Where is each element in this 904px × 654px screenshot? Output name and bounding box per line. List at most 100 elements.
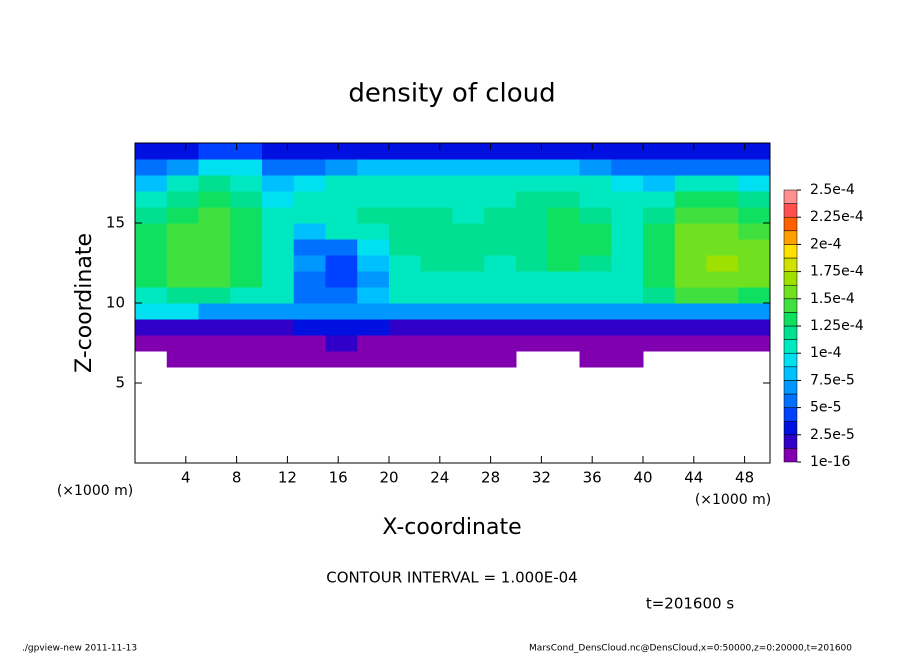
heatmap-cell bbox=[420, 255, 453, 272]
heatmap-cell bbox=[738, 271, 770, 288]
colorbar-box bbox=[783, 312, 798, 327]
heatmap-cell bbox=[230, 335, 263, 352]
colorbar-box bbox=[783, 366, 798, 381]
heatmap-cell bbox=[452, 255, 485, 272]
heatmap-cell bbox=[420, 335, 453, 352]
heatmap-cell bbox=[135, 143, 168, 160]
heatmap-cell bbox=[262, 223, 295, 240]
heatmap-cell bbox=[484, 303, 517, 320]
heatmap-cell bbox=[738, 239, 770, 256]
colorbar-label: 1e-16 bbox=[810, 454, 850, 470]
heatmap-cell bbox=[738, 175, 770, 192]
heatmap-cell bbox=[706, 143, 739, 160]
heatmap-cell bbox=[357, 175, 390, 192]
x-tick-label: 32 bbox=[532, 469, 551, 487]
heatmap-cell bbox=[484, 255, 517, 272]
heatmap-cell bbox=[135, 175, 168, 192]
heatmap-cell bbox=[484, 191, 517, 208]
heatmap-cell bbox=[198, 303, 231, 320]
heatmap-cell bbox=[643, 319, 676, 336]
heatmap-cell bbox=[484, 175, 517, 192]
heatmap-cell bbox=[135, 255, 168, 272]
heatmap-cell bbox=[230, 191, 263, 208]
heatmap-cell bbox=[643, 175, 676, 192]
heatmap-cell bbox=[293, 271, 326, 288]
heatmap-cell bbox=[611, 255, 644, 272]
heatmap-cell bbox=[325, 335, 358, 352]
colorbar-label: 1.75e-4 bbox=[810, 264, 864, 280]
heatmap-cell bbox=[452, 239, 485, 256]
heatmap-cell bbox=[643, 255, 676, 272]
heatmap-cell bbox=[674, 287, 707, 304]
colorbar-label: 1.5e-4 bbox=[810, 291, 855, 307]
colorbar-box bbox=[783, 407, 798, 422]
heatmap-cell bbox=[738, 255, 770, 272]
heatmap-cell bbox=[166, 191, 199, 208]
heatmap-cell bbox=[674, 191, 707, 208]
chart-title: density of cloud bbox=[348, 79, 555, 109]
heatmap-cell bbox=[738, 223, 770, 240]
heatmap-cell bbox=[611, 223, 644, 240]
x-tick-label: 40 bbox=[633, 469, 652, 487]
colorbar-box bbox=[783, 298, 798, 313]
y-axis-label: Z-coordinate bbox=[72, 233, 97, 373]
heatmap-cell bbox=[738, 191, 770, 208]
heatmap-cell bbox=[325, 159, 358, 176]
heatmap-cell bbox=[293, 191, 326, 208]
heatmap-cell bbox=[611, 191, 644, 208]
heatmap-cell bbox=[643, 191, 676, 208]
heatmap-cell bbox=[135, 223, 168, 240]
heatmap-cell bbox=[579, 159, 612, 176]
heatmap-cell bbox=[611, 287, 644, 304]
heatmap-cell bbox=[166, 207, 199, 224]
heatmap-cell bbox=[738, 287, 770, 304]
heatmap-cell bbox=[198, 271, 231, 288]
heatmap-cell bbox=[389, 159, 422, 176]
heatmap-cell bbox=[262, 143, 295, 160]
heatmap-cell bbox=[452, 335, 485, 352]
heatmap-cell bbox=[452, 223, 485, 240]
heatmap-cell bbox=[262, 239, 295, 256]
heatmap-cell bbox=[389, 223, 422, 240]
heatmap-cell bbox=[452, 159, 485, 176]
heatmap-cell bbox=[611, 303, 644, 320]
heatmap-cell bbox=[452, 175, 485, 192]
heatmap-cell bbox=[484, 271, 517, 288]
heatmap-cell bbox=[293, 223, 326, 240]
heatmap-cell bbox=[579, 143, 612, 160]
heatmap-cell bbox=[484, 287, 517, 304]
heatmap-cell bbox=[738, 159, 770, 176]
colorbar-label: 2.5e-4 bbox=[810, 182, 855, 198]
heatmap-cell bbox=[706, 255, 739, 272]
heatmap-cell bbox=[516, 335, 549, 352]
colorbar-box bbox=[783, 325, 798, 340]
heatmap-cell bbox=[674, 255, 707, 272]
heatmap-cell bbox=[738, 143, 770, 160]
x-tick-label: 48 bbox=[735, 469, 754, 487]
heatmap-cell bbox=[674, 143, 707, 160]
colorbar-box bbox=[783, 284, 798, 300]
heatmap-cell bbox=[198, 223, 231, 240]
heatmap-cell bbox=[166, 239, 199, 256]
heatmap-cell bbox=[166, 159, 199, 176]
heatmap-cell bbox=[674, 207, 707, 224]
heatmap-cell bbox=[452, 191, 485, 208]
heatmap-cell bbox=[547, 207, 580, 224]
colorbar-label: 2e-4 bbox=[810, 236, 842, 252]
heatmap-cell bbox=[262, 351, 295, 368]
heatmap-cell bbox=[357, 335, 390, 352]
heatmap-cell bbox=[357, 143, 390, 160]
heatmap-cell bbox=[452, 207, 485, 224]
heatmap-cell bbox=[643, 271, 676, 288]
heatmap-cell bbox=[293, 143, 326, 160]
heatmap-cell bbox=[516, 207, 549, 224]
colorbar-box bbox=[783, 216, 798, 232]
heatmap-cell bbox=[516, 287, 549, 304]
heatmap-cell bbox=[674, 159, 707, 176]
heatmap-cell bbox=[389, 351, 422, 368]
heatmap-cell bbox=[166, 335, 199, 352]
heatmap-cell bbox=[706, 319, 739, 336]
heatmap-cell bbox=[516, 303, 549, 320]
heatmap-cell bbox=[262, 159, 295, 176]
heatmap-cell bbox=[166, 175, 199, 192]
